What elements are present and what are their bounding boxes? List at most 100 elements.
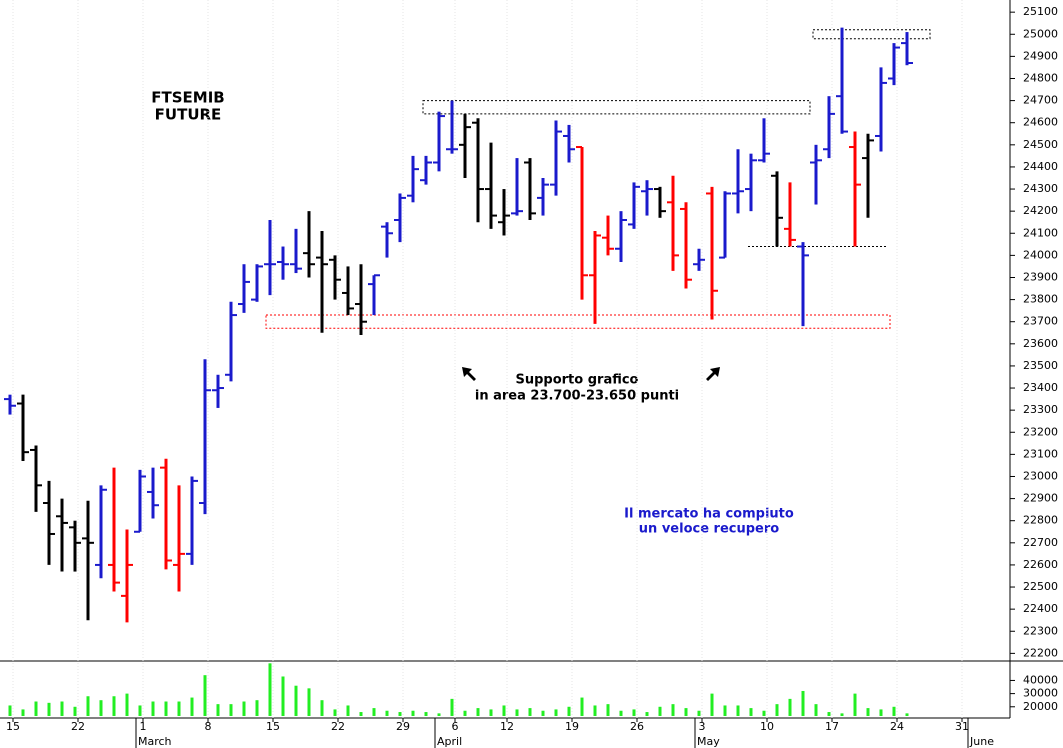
volume-bar	[827, 712, 831, 716]
volume-bar	[99, 700, 103, 716]
y-tick-label: 23600	[1023, 337, 1058, 350]
y-tick-label: 22500	[1023, 580, 1058, 593]
volume-bar	[47, 702, 51, 716]
y-tick-label: 22400	[1023, 602, 1058, 615]
y-tick-label: 24500	[1023, 138, 1058, 151]
volume-bar	[489, 709, 493, 716]
y-tick-label: 24300	[1023, 182, 1058, 195]
volume-bar	[372, 708, 376, 716]
arrow	[462, 367, 476, 381]
x-tick-label: 15	[6, 720, 20, 733]
volume-bar	[645, 712, 649, 716]
volume-bar	[125, 693, 129, 716]
volume-bar	[8, 705, 12, 716]
y-tick-label: 23800	[1023, 293, 1058, 306]
volume-bar	[411, 710, 415, 716]
volume-bar	[346, 705, 350, 716]
volume-bar	[866, 708, 870, 716]
volume-bar	[34, 701, 38, 716]
high-box	[812, 29, 931, 40]
y-tick-label: 22600	[1023, 558, 1058, 571]
volume-bar	[333, 709, 337, 716]
volume-bar	[502, 705, 506, 716]
volume-bar	[580, 697, 584, 716]
volume-bar	[476, 708, 480, 716]
volume-bar	[905, 713, 909, 716]
volume-bar	[619, 710, 623, 716]
chart-title: FUTURE	[155, 106, 222, 124]
annotation: in area 23.700-23.650 punti	[475, 389, 679, 404]
y-tick-label: 24400	[1023, 160, 1058, 173]
x-tick-label: 26	[630, 720, 644, 733]
y-tick-label: 20000	[1023, 700, 1058, 713]
y-tick-label: 40000	[1023, 673, 1058, 686]
x-tick-label: 15	[266, 720, 280, 733]
volume-bar	[515, 709, 519, 716]
support-box	[265, 314, 891, 329]
volume-bar	[203, 675, 207, 716]
y-tick-label: 24700	[1023, 94, 1058, 107]
y-tick-label: 22200	[1023, 646, 1058, 659]
volume-bar	[528, 708, 532, 716]
y-tick-label: 23900	[1023, 270, 1058, 283]
x-tick-label: 8	[205, 720, 212, 733]
volume-bar	[658, 706, 662, 716]
x-tick-label: 3	[699, 720, 706, 733]
volume-bar	[60, 701, 64, 716]
y-tick-label: 22700	[1023, 536, 1058, 549]
y-tick-label: 24100	[1023, 226, 1058, 239]
volume-bar	[593, 705, 597, 716]
y-tick-label: 22300	[1023, 624, 1058, 637]
volume-bar	[177, 701, 181, 716]
y-tick-label: 24000	[1023, 248, 1058, 261]
volume-bar	[424, 712, 428, 716]
y-tick-label: 24900	[1023, 49, 1058, 62]
x-tick-label: 22	[71, 720, 85, 733]
annotation: un veloce recupero	[639, 522, 779, 537]
x-tick-label: 12	[500, 720, 514, 733]
volume-bar	[684, 708, 688, 716]
volume-bar	[398, 712, 402, 716]
x-tick-label: 6	[452, 720, 459, 733]
volume-bar	[320, 700, 324, 716]
volume-bar	[632, 709, 636, 716]
volume-bar	[151, 701, 155, 716]
y-tick-label: 23000	[1023, 469, 1058, 482]
arrow	[706, 367, 720, 381]
volume-bar	[853, 693, 857, 716]
y-tick-label: 22800	[1023, 514, 1058, 527]
volume-bar	[437, 713, 441, 716]
y-tick-label: 25100	[1023, 5, 1058, 18]
resistance-box	[422, 100, 811, 115]
volume-bar	[814, 704, 818, 716]
volume-bar	[710, 693, 714, 716]
volume-bar	[242, 701, 246, 716]
volume-bar	[736, 705, 740, 716]
volume-bar	[697, 710, 701, 716]
annotation: Supporto grafico	[515, 373, 638, 388]
volume-bar	[164, 701, 168, 716]
volume-bar	[801, 690, 805, 716]
x-tick-label: 29	[396, 720, 410, 733]
y-tick-label: 23300	[1023, 403, 1058, 416]
y-tick-label: 24200	[1023, 204, 1058, 217]
y-tick-label: 23100	[1023, 447, 1058, 460]
volume-bar	[21, 709, 25, 716]
volume-bar	[775, 704, 779, 716]
y-tick-label: 23200	[1023, 425, 1058, 438]
volume-bar	[762, 710, 766, 716]
y-tick-label: 24800	[1023, 71, 1058, 84]
volume-bar	[307, 688, 311, 716]
month-label: April	[437, 735, 462, 748]
volume-bar	[190, 697, 194, 716]
y-tick-label: 23400	[1023, 381, 1058, 394]
volume-bar	[840, 713, 844, 716]
volume-bar	[268, 663, 272, 716]
volume-bar	[749, 708, 753, 716]
volume-bar	[73, 706, 77, 716]
volume-bar	[138, 705, 142, 716]
x-tick-label: 31	[955, 720, 969, 733]
volume-bar	[671, 704, 675, 716]
